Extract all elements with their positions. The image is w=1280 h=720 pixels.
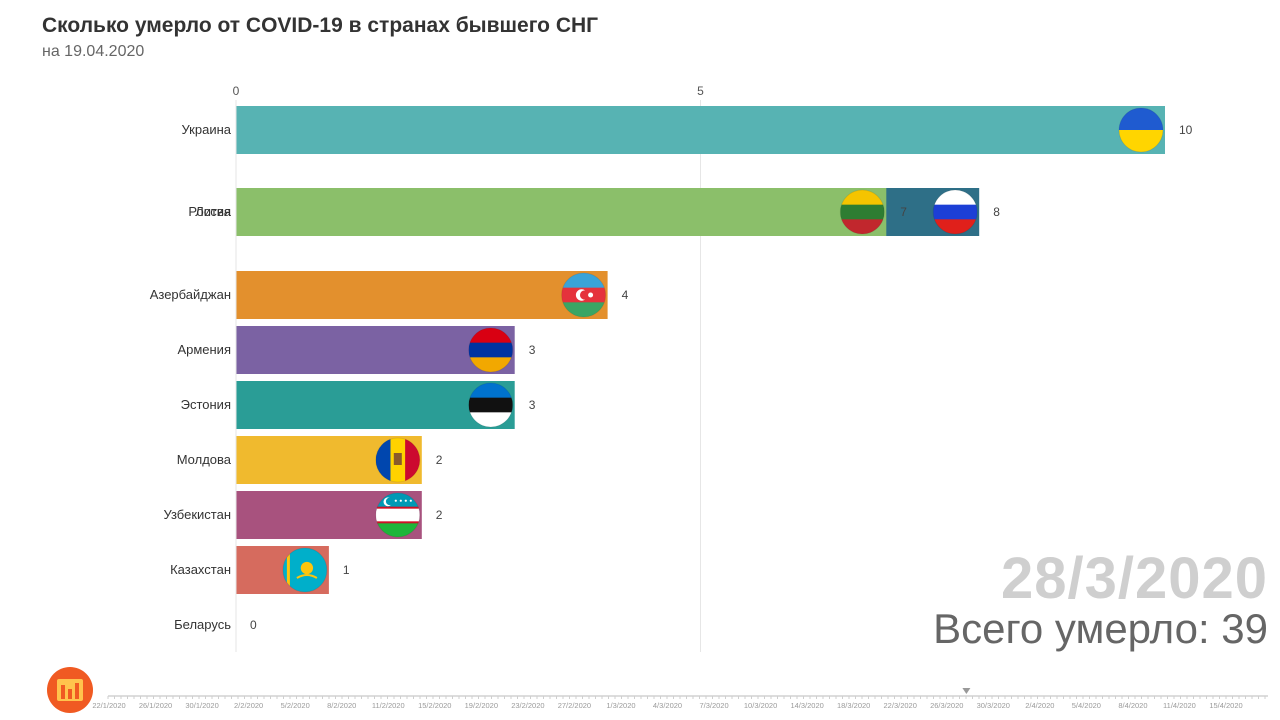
uzbekistan-flag xyxy=(375,493,420,537)
value-label: 2 xyxy=(436,453,443,467)
timeline-date-label[interactable]: 2/4/2020 xyxy=(1025,701,1054,710)
timeline-date-label[interactable]: 18/3/2020 xyxy=(837,701,870,710)
value-label: 3 xyxy=(529,398,536,412)
timeline-date-label[interactable]: 30/1/2020 xyxy=(185,701,218,710)
moldova-flag xyxy=(375,438,420,482)
value-label: 10 xyxy=(1179,123,1193,137)
ukraine-flag xyxy=(1119,108,1163,152)
flourish-logo-icon[interactable] xyxy=(47,667,93,713)
azerbaijan-flag xyxy=(561,273,606,317)
bar xyxy=(236,188,887,236)
timeline-date-label[interactable]: 27/2/2020 xyxy=(558,701,591,710)
category-label: Украина xyxy=(182,122,232,137)
chart-title: Сколько умерло от COVID-19 в странах быв… xyxy=(42,14,599,37)
chart-subtitle: на 19.04.2020 xyxy=(42,43,145,60)
timeline-date-label[interactable]: 5/4/2020 xyxy=(1072,701,1101,710)
category-label: Узбекистан xyxy=(163,507,231,522)
timeline-date-label[interactable]: 22/1/2020 xyxy=(92,701,125,710)
estonia-flag xyxy=(468,383,513,427)
timeline-date-label[interactable]: 22/3/2020 xyxy=(884,701,917,710)
timeline-date-label[interactable]: 30/3/2020 xyxy=(977,701,1010,710)
timeline-date-label[interactable]: 23/2/2020 xyxy=(511,701,544,710)
timeline-date-label[interactable]: 19/2/2020 xyxy=(465,701,498,710)
category-label: Литва xyxy=(195,204,232,219)
bar xyxy=(236,271,608,319)
category-label: Казахстан xyxy=(170,562,231,577)
category-label: Молдова xyxy=(177,452,232,467)
timeline-date-label[interactable]: 4/3/2020 xyxy=(653,701,682,710)
bar xyxy=(236,381,515,429)
total-deaths-label: Всего умерло: 39 xyxy=(933,605,1268,652)
timeline-date-label[interactable]: 11/2/2020 xyxy=(372,701,405,710)
value-label: 8 xyxy=(993,205,1000,219)
timeline-date-label[interactable]: 26/3/2020 xyxy=(930,701,963,710)
x-tick-label: 5 xyxy=(697,84,704,98)
category-label: Беларусь xyxy=(174,617,231,632)
timeline-handle-icon[interactable] xyxy=(962,688,971,694)
x-tick-label: 0 xyxy=(233,84,240,98)
value-label: 3 xyxy=(529,343,536,357)
timeline-date-label[interactable]: 15/2/2020 xyxy=(418,701,451,710)
russia-flag xyxy=(933,190,978,234)
lithuania-flag xyxy=(840,190,885,234)
value-label: 1 xyxy=(343,563,350,577)
kazakhstan-flag xyxy=(282,548,327,592)
category-label: Россия xyxy=(188,204,231,219)
bar xyxy=(236,106,1165,154)
timeline-date-label[interactable]: 8/4/2020 xyxy=(1118,701,1147,710)
timeline-date-label[interactable]: 2/2/2020 xyxy=(234,701,263,710)
timeline-date-label[interactable]: 26/1/2020 xyxy=(139,701,172,710)
value-label: 2 xyxy=(436,508,443,522)
armenia-flag xyxy=(468,328,513,372)
category-label: Эстония xyxy=(181,397,231,412)
bar xyxy=(236,326,515,374)
category-label: Азербайджан xyxy=(150,287,231,302)
timeline-date-label[interactable]: 7/3/2020 xyxy=(699,701,728,710)
timeline-date-label[interactable]: 8/2/2020 xyxy=(327,701,356,710)
timeline-date-label[interactable]: 15/4/2020 xyxy=(1209,701,1242,710)
value-label: 7 xyxy=(900,205,907,219)
timeline-date-label[interactable]: 5/2/2020 xyxy=(281,701,310,710)
category-label: Армения xyxy=(177,342,231,357)
value-label: 0 xyxy=(250,618,257,632)
timeline-date-label[interactable]: 10/3/2020 xyxy=(744,701,777,710)
timeline-date-label[interactable]: 14/3/2020 xyxy=(790,701,823,710)
current-date-label: 28/3/2020 xyxy=(1000,546,1268,611)
value-label: 4 xyxy=(622,288,629,302)
timeline-date-label[interactable]: 11/4/2020 xyxy=(1163,701,1196,710)
timeline-date-label[interactable]: 1/3/2020 xyxy=(606,701,635,710)
